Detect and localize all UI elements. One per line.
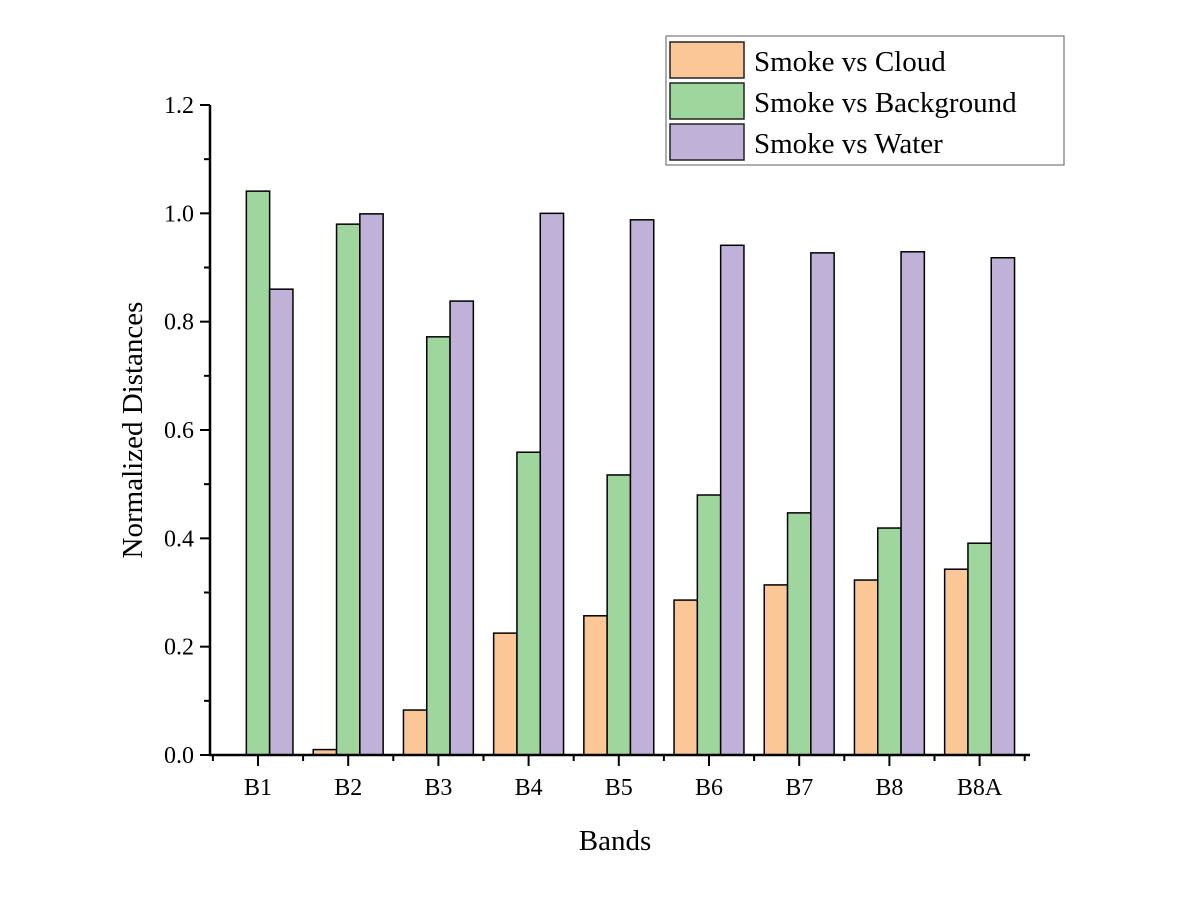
bar-B4-2 [516,451,542,756]
legend-label: Smoke vs Background [754,87,1017,119]
bar-B8A-1 [943,568,969,756]
bar-B5-3 [629,219,655,756]
bar-B7-2 [786,512,812,756]
bar-B4-1 [492,632,518,756]
x-axis-label: Bands [579,825,652,857]
y-tick-label: 0.4 [164,526,194,552]
legend-label: Smoke vs Water [754,128,943,160]
bar-B3-3 [449,300,475,756]
x-tick-label: B3 [424,775,452,801]
x-tick-label: B8 [875,775,903,801]
bars-layer [245,190,1016,756]
bar-B4-3 [539,212,565,756]
y-tick-label: 0.6 [164,418,194,444]
legend-swatch [669,82,745,120]
legend-swatch [669,41,745,79]
bar-B7-1 [763,584,789,756]
x-tick-label: B6 [695,775,723,801]
bar-B2-3 [359,213,384,756]
x-tick-label: B7 [785,775,813,801]
x-tick-label: B5 [605,775,633,801]
y-tick-label: 0.8 [164,310,194,336]
bar-B8A-3 [990,257,1016,756]
axes-layer: B1 B2 B3 B4 B5 B6 B7 B8 B8A 0.0 0.2 0.4 0.6 0.8 1.0 1.2 [164,93,1030,801]
legend: Smoke vs Cloud Smoke vs Background Smoke v… [665,35,1065,166]
legend-label: Smoke vs Cloud [754,46,946,78]
bar-B5-2 [606,474,632,756]
bar-B6-2 [696,494,722,756]
bar-B2-2 [335,223,361,756]
x-tick-label: B1 [244,775,272,801]
x-tick-label: B4 [515,775,543,801]
bar-B1-3 [268,288,294,756]
bar-B8-3 [900,251,926,756]
bar-B3-1 [402,709,428,756]
y-tick-label: 1.2 [164,93,194,119]
bar-B5-1 [583,615,608,756]
bar-B3-2 [426,336,451,756]
legend-swatch [669,123,745,161]
y-tick-label: 0.2 [164,635,194,661]
bar-B7-3 [810,252,835,756]
y-axis-label: Normalized Distances [117,302,149,559]
bar-B8-1 [853,579,879,756]
x-tick-label: B2 [334,775,362,801]
bar-B8A-2 [967,542,993,756]
bar-B8-2 [877,527,902,756]
y-tick-label: 0.0 [164,743,194,769]
y-tick-label: 1.0 [164,201,194,227]
bar-B1-2 [245,190,271,756]
x-tick-label: B8A [957,775,1003,801]
bar-B6-3 [719,244,745,756]
bar-B6-1 [673,599,699,756]
